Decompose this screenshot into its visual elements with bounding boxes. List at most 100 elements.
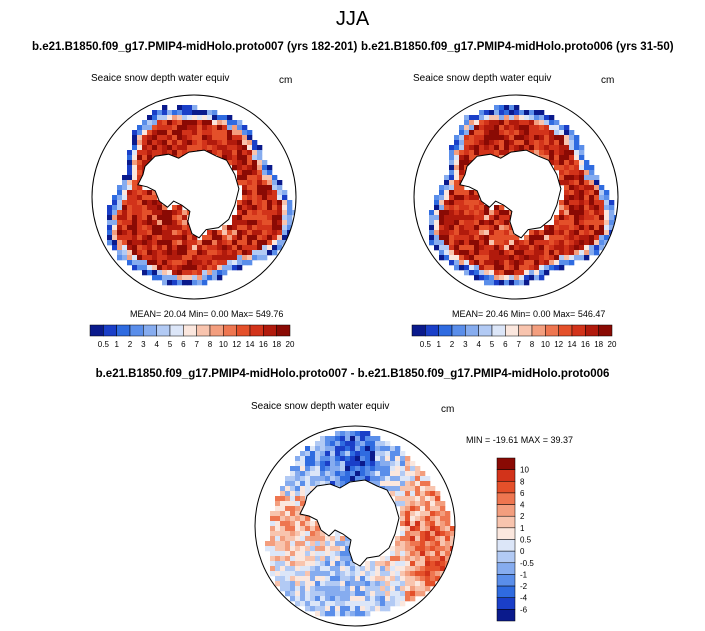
map-cell [529, 270, 535, 276]
map-cell [345, 611, 351, 617]
map-cell [519, 260, 525, 266]
map-cell [265, 541, 271, 547]
colorbar-swatch [496, 585, 516, 598]
map-cell [385, 566, 391, 572]
map-cell [519, 140, 525, 146]
map-cell [584, 170, 590, 176]
map-cell [454, 210, 460, 216]
map-cell [177, 215, 183, 221]
map-cell [257, 195, 263, 201]
map-cell [425, 546, 431, 552]
map-cell [464, 190, 470, 196]
map-cell [400, 546, 406, 552]
map-cell [310, 451, 316, 457]
map-cell [395, 456, 401, 462]
map-cell [499, 125, 505, 131]
map-cell [142, 120, 148, 126]
map-cell [192, 145, 198, 151]
map-cell [167, 230, 173, 236]
map-cell [237, 175, 243, 181]
map-cell [285, 581, 291, 587]
colorbar-swatch [89, 324, 104, 337]
map-cell [285, 566, 291, 572]
map-cell [479, 130, 485, 136]
map-cell [405, 551, 411, 557]
map-cell [222, 265, 228, 271]
map-cell [275, 516, 281, 522]
map-cell [282, 225, 288, 231]
right-map [413, 94, 619, 300]
map-cell [430, 511, 436, 517]
diff-map [254, 425, 456, 627]
map-cell [132, 150, 138, 156]
map-cell [514, 110, 520, 116]
colorbar-swatch [276, 324, 291, 337]
map-cell [117, 185, 123, 191]
map-cell [315, 611, 321, 617]
map-cell [484, 110, 490, 116]
map-cell [599, 210, 605, 216]
map-cell [549, 230, 555, 236]
map-cell [504, 140, 510, 146]
map-cell [479, 230, 485, 236]
map-cell [252, 155, 258, 161]
season-title: JJA [335, 8, 370, 30]
colorbar-tick-label: -0.5 [520, 559, 534, 568]
map-cell [375, 596, 381, 602]
map-cell [594, 245, 600, 251]
colorbar-tick-label: 6 [503, 340, 508, 349]
map-cell [315, 531, 321, 537]
map-cell [440, 511, 446, 517]
map-cell [594, 225, 600, 231]
map-cell [350, 571, 356, 577]
map-cell [157, 230, 163, 236]
map-cell [405, 476, 411, 482]
map-cell [499, 150, 505, 156]
map-cell [267, 220, 273, 226]
map-cell [574, 150, 580, 156]
map-cell [330, 591, 336, 597]
map-cell [167, 255, 173, 261]
map-cell [305, 461, 311, 467]
map-cell [360, 471, 366, 477]
map-cell [242, 245, 248, 251]
map-cell [315, 476, 321, 482]
map-cell [544, 260, 550, 266]
map-cell [405, 516, 411, 522]
map-cell [162, 115, 168, 121]
map-cell [504, 235, 510, 241]
map-cell [459, 140, 465, 146]
map-cell [440, 556, 446, 562]
map-cell [137, 215, 143, 221]
map-cell [267, 195, 273, 201]
map-cell [370, 461, 376, 467]
map-cell [247, 195, 253, 201]
map-cell [247, 235, 253, 241]
map-cell [380, 601, 386, 607]
map-cell [157, 225, 163, 231]
map-cell [147, 270, 153, 276]
map-cell [280, 516, 286, 522]
map-cell [454, 245, 460, 251]
map-cell [350, 566, 356, 572]
map-cell [117, 190, 123, 196]
colorbar-swatch [465, 324, 479, 337]
map-cell [579, 245, 585, 251]
map-cell [290, 576, 296, 582]
map-cell [257, 225, 263, 231]
map-cell [320, 471, 326, 477]
colorbar-tick-label: 16 [259, 340, 268, 349]
map-cell [420, 486, 426, 492]
map-cell [137, 210, 143, 216]
map-cell [435, 531, 441, 537]
map-cell [474, 115, 480, 121]
map-cell [330, 436, 336, 442]
map-cell [207, 145, 213, 151]
map-cell [345, 436, 351, 442]
map-cell [405, 561, 411, 567]
map-cell [345, 591, 351, 597]
map-cell [285, 546, 291, 552]
map-cell [242, 175, 248, 181]
map-cell [262, 185, 268, 191]
map-cell [325, 571, 331, 577]
